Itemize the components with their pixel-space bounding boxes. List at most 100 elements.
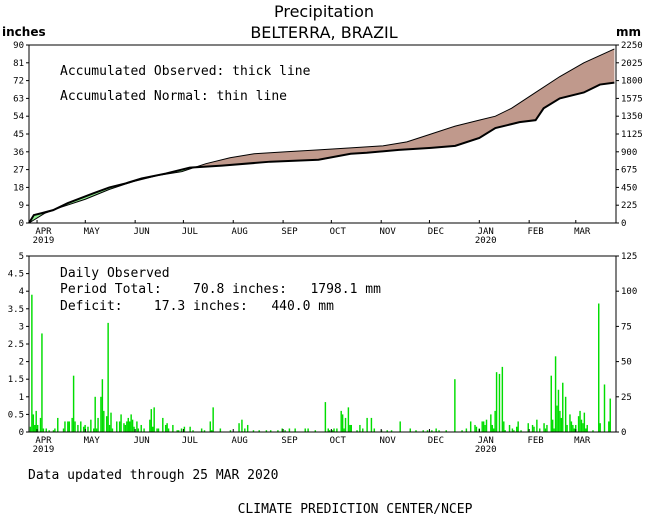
- daily-bar: [599, 423, 601, 432]
- daily-bar: [162, 417, 164, 432]
- daily-bar: [324, 402, 327, 432]
- daily-bar: [517, 421, 519, 432]
- daily-heading: Daily Observed: [60, 266, 170, 281]
- daily-bar: [288, 428, 291, 432]
- daily-bar: [494, 410, 496, 432]
- daily-bar: [579, 410, 581, 432]
- daily-bar: [580, 419, 583, 432]
- daily-bar: [137, 428, 140, 432]
- accumulated-normal-line: [28, 48, 615, 224]
- daily-bar: [344, 417, 347, 432]
- top-year-label: 2019: [33, 236, 55, 246]
- daily-bar: [80, 421, 82, 432]
- daily-bar: [341, 414, 344, 432]
- daily-bar: [110, 412, 112, 432]
- top-month-label: DEC: [428, 227, 444, 237]
- daily-bar: [366, 417, 368, 432]
- daily-bar: [57, 417, 59, 432]
- top-right-tick-label: 2025: [621, 59, 643, 69]
- daily-bar: [29, 426, 32, 432]
- daily-bar: [48, 430, 50, 432]
- bottom-right-tick-label: 0: [621, 428, 626, 438]
- daily-bar: [150, 409, 153, 432]
- daily-bar: [31, 294, 33, 432]
- daily-bar: [504, 430, 506, 432]
- top-left-tick-label: 72: [13, 77, 24, 87]
- daily-bar: [492, 428, 495, 432]
- daily-bar: [399, 421, 401, 432]
- daily-bar: [511, 428, 514, 432]
- top-left-tick-label: 0: [19, 219, 24, 229]
- daily-bar: [431, 430, 433, 432]
- daily-bar: [95, 428, 98, 432]
- accumulated-panel: 0918273645546372819002254506759001125135…: [13, 41, 643, 246]
- left-unit-label: inches: [2, 25, 46, 39]
- daily-bar: [536, 419, 538, 432]
- daily-bar: [177, 430, 180, 432]
- daily-bar: [554, 356, 557, 432]
- daily-bar: [546, 424, 548, 432]
- daily-bar: [164, 424, 167, 432]
- top-month-label: JUL: [182, 227, 198, 237]
- daily-bar: [192, 430, 194, 432]
- top-month-label: FEB: [527, 227, 543, 237]
- daily-bar: [41, 333, 43, 432]
- daily-bar: [103, 410, 105, 432]
- daily-bar: [556, 405, 558, 432]
- daily-bar: [52, 430, 55, 432]
- daily-bar: [331, 430, 334, 432]
- bottom-left-tick-label: 3: [19, 322, 24, 332]
- daily-bar: [111, 428, 114, 432]
- top-right-tick-label: 450: [621, 183, 637, 193]
- daily-bar: [42, 428, 45, 432]
- daily-bar: [143, 428, 145, 432]
- bottom-month-label: APR: [35, 436, 52, 446]
- daily-bar: [74, 421, 76, 432]
- daily-bar: [527, 423, 529, 432]
- daily-bar: [82, 426, 85, 432]
- daily-bar: [469, 421, 472, 432]
- daily-bar: [124, 424, 127, 432]
- daily-bar: [359, 424, 361, 432]
- top-left-tick-label: 90: [13, 41, 24, 51]
- bottom-right-tick-label: 75: [621, 322, 632, 332]
- daily-bar: [559, 410, 561, 432]
- bottom-month-label: AUG: [232, 436, 248, 446]
- daily-bar: [426, 430, 429, 432]
- daily-bar: [598, 303, 600, 432]
- daily-bar: [241, 419, 243, 432]
- top-year-label: 2020: [475, 236, 497, 246]
- daily-bar: [343, 428, 345, 432]
- daily-bar: [564, 396, 567, 432]
- daily-bar: [100, 396, 102, 432]
- bottom-right-tick-label: 25: [621, 393, 632, 403]
- top-left-tick-label: 81: [13, 59, 24, 69]
- daily-bar: [328, 430, 331, 432]
- daily-bar: [68, 421, 71, 432]
- bottom-left-tick-label: 2.5: [8, 340, 24, 350]
- daily-bar: [126, 421, 128, 432]
- period-total: Period Total: 70.8 inches: 1798.1 mm: [60, 282, 381, 297]
- daily-bar: [498, 373, 501, 432]
- bottom-month-label: DEC: [428, 436, 444, 446]
- daily-bar: [62, 428, 65, 432]
- top-left-tick-label: 36: [13, 148, 24, 158]
- bottom-left-tick-label: 4: [19, 287, 24, 297]
- daily-bar: [105, 416, 108, 432]
- daily-bar: [490, 414, 492, 432]
- daily-bar: [258, 430, 260, 432]
- daily-bar: [531, 424, 534, 432]
- daily-bar: [495, 372, 498, 432]
- daily-bar: [454, 379, 456, 432]
- bottom-left-tick-label: 2: [19, 358, 24, 368]
- daily-bar: [133, 426, 135, 432]
- bottom-right-tick-label: 125: [621, 252, 637, 262]
- daily-bar: [550, 375, 552, 432]
- bottom-left-tick-label: 3.5: [8, 305, 24, 315]
- daily-bar: [64, 421, 66, 432]
- daily-bar: [244, 428, 246, 432]
- daily-bar: [84, 424, 86, 432]
- daily-bar: [156, 428, 158, 432]
- daily-bar: [166, 423, 168, 432]
